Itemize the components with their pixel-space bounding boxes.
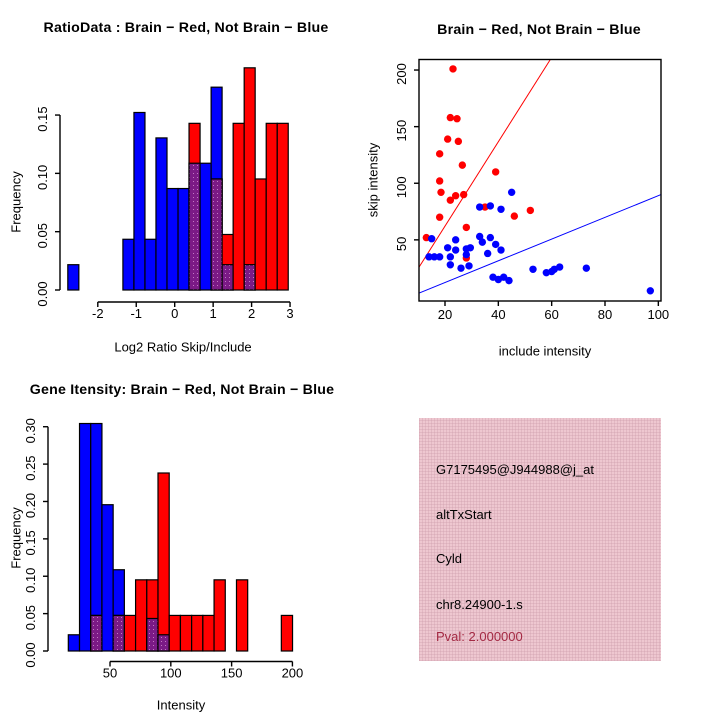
svg-text:-1: -1 xyxy=(130,306,142,321)
svg-text:100: 100 xyxy=(394,176,409,198)
pval-text: Pval: 2.000000 xyxy=(436,629,523,644)
svg-text:80: 80 xyxy=(598,307,612,322)
svg-text:0.00: 0.00 xyxy=(35,281,50,306)
svg-text:0: 0 xyxy=(171,306,178,321)
svg-text:2: 2 xyxy=(248,306,255,321)
ratio-histogram-ylabel: Frequency xyxy=(8,171,24,233)
svg-text:100: 100 xyxy=(160,666,182,681)
ratio-histogram-panel: -2 -1 0 1 2 3 0.00 0.05 0.10 0.15 RatioData : Bra… xyxy=(0,0,360,360)
intensity-scatter-canvas: 20 40 60 80 100 50 100 150 200 xyxy=(394,58,669,322)
svg-text:0.00: 0.00 xyxy=(23,642,38,667)
svg-text:0.15: 0.15 xyxy=(23,530,38,555)
gene-info-box: G7175495@J944988@j_at altTxStart Cyld ch… xyxy=(419,418,661,661)
intensity-scatter-title: Brain − Red, Not Brain − Blue xyxy=(437,22,641,38)
svg-text:150: 150 xyxy=(221,666,243,681)
gene-histogram-canvas: 50 100 150 200 0.00 0.05 0.10 0.15 0.20 0.25 0.30 xyxy=(23,418,304,681)
svg-text:0.05: 0.05 xyxy=(35,223,50,248)
intensity-scatter-xlabel: include intensity xyxy=(498,343,592,359)
intensity-scatter-ylabel: skip intensity xyxy=(365,142,381,218)
svg-text:1: 1 xyxy=(210,306,217,321)
svg-text:0.30: 0.30 xyxy=(23,418,38,443)
svg-text:3: 3 xyxy=(286,306,293,321)
svg-text:200: 200 xyxy=(282,666,304,681)
intensity-scatter-panel: 20 40 60 80 100 50 100 150 200 Brain − Red, Not … xyxy=(360,0,720,360)
event-type-text: altTxStart xyxy=(436,507,492,522)
svg-text:50: 50 xyxy=(103,666,117,681)
svg-text:150: 150 xyxy=(394,120,409,142)
gene-histogram-ylabel: Frequency xyxy=(8,507,24,569)
gene-name-text: Cyld xyxy=(436,551,463,566)
svg-text:0.10: 0.10 xyxy=(35,165,50,190)
ratio-histogram-xlabel: Log2 Ratio Skip/Include xyxy=(114,339,252,355)
svg-text:100: 100 xyxy=(647,307,669,322)
chromosome-text: chr8.24900-1.s xyxy=(436,597,523,612)
svg-text:200: 200 xyxy=(394,63,409,85)
gene-histogram-title: Gene Itensity: Brain − Red, Not Brain − … xyxy=(29,382,335,398)
probe-id-text: G7175495@J944988@j_at xyxy=(436,462,594,477)
svg-text:50: 50 xyxy=(394,237,409,251)
gene-histogram-xlabel: Intensity xyxy=(156,697,206,713)
svg-text:0.10: 0.10 xyxy=(23,568,38,593)
svg-text:40: 40 xyxy=(491,307,505,322)
svg-text:0.05: 0.05 xyxy=(23,605,38,630)
svg-text:0.25: 0.25 xyxy=(23,455,38,480)
gene-histogram-panel: 50 100 150 200 0.00 0.05 0.10 0.15 0.20 0.25 0.30 … xyxy=(0,360,360,720)
gene-info-panel: G7175495@J944988@j_at altTxStart Cyld ch… xyxy=(360,360,720,720)
svg-text:20: 20 xyxy=(438,307,452,322)
svg-text:-2: -2 xyxy=(92,306,104,321)
ratio-histogram-canvas: -2 -1 0 1 2 3 0.00 0.05 0.10 0.15 xyxy=(35,67,294,321)
svg-text:0.15: 0.15 xyxy=(35,106,50,131)
svg-text:60: 60 xyxy=(544,307,558,322)
svg-text:0.20: 0.20 xyxy=(23,493,38,518)
ratio-histogram-title: RatioData : Brain − Red, Not Brain − Blu… xyxy=(43,20,329,36)
